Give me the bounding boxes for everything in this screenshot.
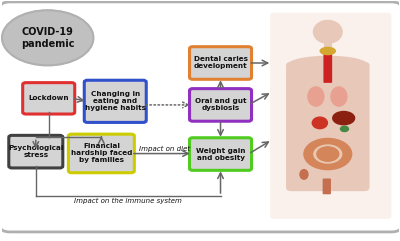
Text: Psychological
stress: Psychological stress xyxy=(8,145,64,158)
Ellipse shape xyxy=(314,20,342,43)
FancyBboxPatch shape xyxy=(190,138,252,170)
Text: Impact on diet: Impact on diet xyxy=(139,146,190,152)
FancyBboxPatch shape xyxy=(9,135,63,168)
FancyBboxPatch shape xyxy=(23,83,75,114)
Ellipse shape xyxy=(314,145,342,163)
Ellipse shape xyxy=(308,87,324,106)
FancyBboxPatch shape xyxy=(190,89,252,121)
Text: Dental caries
development: Dental caries development xyxy=(194,56,248,69)
FancyBboxPatch shape xyxy=(286,62,370,191)
FancyBboxPatch shape xyxy=(323,179,331,194)
Text: Oral and gut
dysbiosis: Oral and gut dysbiosis xyxy=(195,98,246,111)
Ellipse shape xyxy=(317,147,339,161)
FancyBboxPatch shape xyxy=(270,13,391,219)
Ellipse shape xyxy=(288,56,368,74)
Ellipse shape xyxy=(333,112,355,125)
Text: Weight gain
and obesity: Weight gain and obesity xyxy=(196,147,245,161)
Ellipse shape xyxy=(300,170,308,179)
Text: COVID-19
pandemic: COVID-19 pandemic xyxy=(21,27,74,49)
FancyBboxPatch shape xyxy=(324,39,332,54)
FancyBboxPatch shape xyxy=(324,54,332,83)
FancyBboxPatch shape xyxy=(84,80,146,122)
Text: Lockdown: Lockdown xyxy=(28,95,69,101)
Ellipse shape xyxy=(312,117,327,129)
Text: Impact on the immune system: Impact on the immune system xyxy=(74,198,182,204)
Ellipse shape xyxy=(340,126,348,132)
FancyBboxPatch shape xyxy=(190,47,252,79)
Ellipse shape xyxy=(304,139,352,170)
FancyBboxPatch shape xyxy=(68,134,134,173)
Text: Changing in
eating and
hygiene habits: Changing in eating and hygiene habits xyxy=(85,91,146,111)
Ellipse shape xyxy=(320,47,335,55)
Ellipse shape xyxy=(331,87,347,106)
Text: Financial
hardship faced
by families: Financial hardship faced by families xyxy=(71,143,132,163)
FancyBboxPatch shape xyxy=(0,2,400,232)
Circle shape xyxy=(2,10,94,65)
